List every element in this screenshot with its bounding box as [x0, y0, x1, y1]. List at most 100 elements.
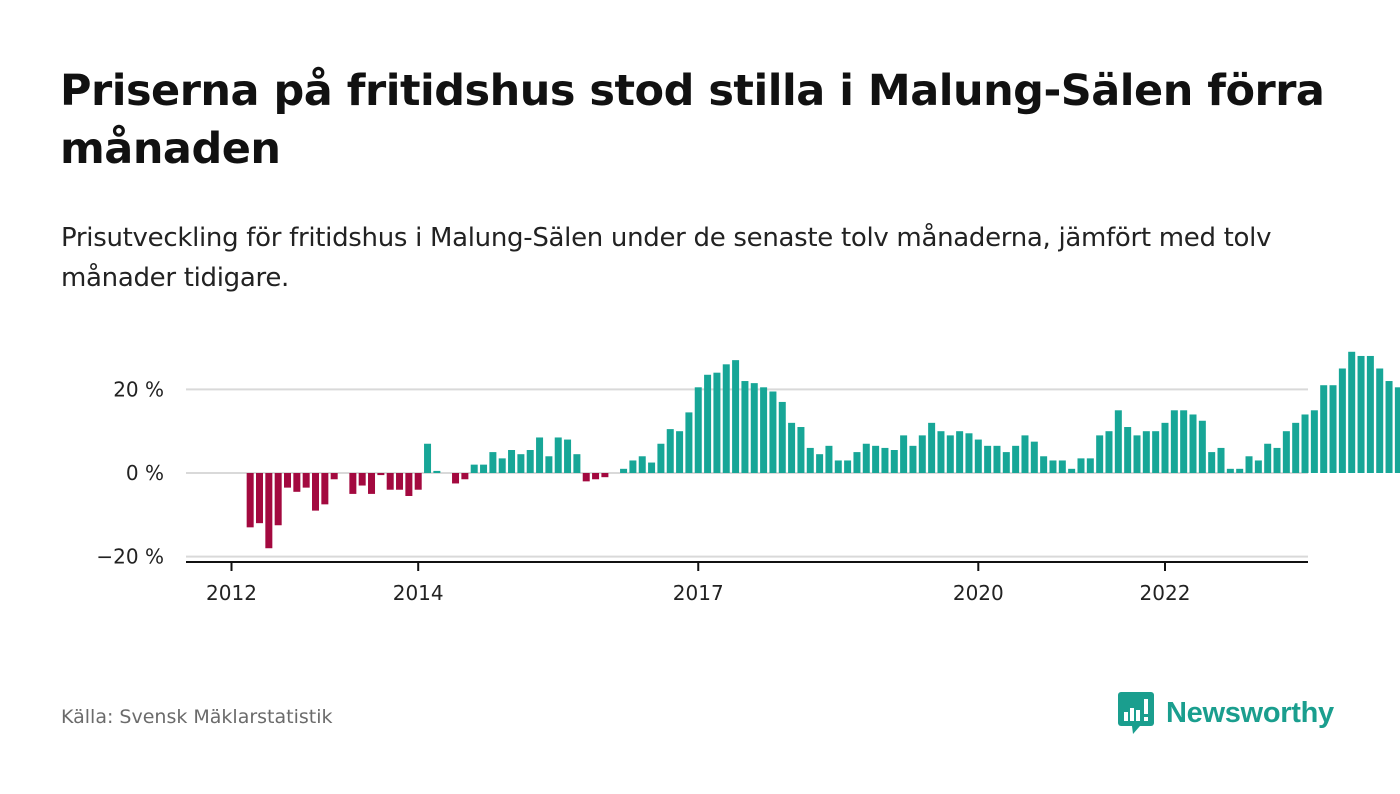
bar — [844, 460, 852, 473]
bar — [685, 412, 693, 473]
bar — [666, 429, 674, 473]
bar — [517, 454, 525, 473]
x-tick-label: 2012 — [206, 581, 257, 605]
bar — [918, 435, 926, 473]
bar — [806, 447, 814, 473]
chart-title: Priserna på fritidshus stod stilla i Mal… — [60, 66, 1325, 174]
bar — [302, 473, 310, 488]
bar — [545, 456, 553, 473]
bar — [946, 435, 954, 473]
bar — [648, 462, 656, 473]
bar — [312, 473, 320, 511]
bar — [1357, 355, 1365, 473]
bar — [405, 473, 413, 496]
bar — [377, 473, 385, 476]
bar — [246, 473, 254, 528]
bar — [993, 445, 1001, 473]
newsworthy-logo-icon — [1118, 692, 1154, 734]
bar — [1320, 385, 1328, 473]
bar — [1161, 422, 1169, 473]
bar — [825, 445, 833, 473]
axes: −20 %0 %20 %201220142017202020220 % — [96, 377, 1308, 605]
brand-name: Newsworthy — [1166, 696, 1334, 729]
bar — [732, 360, 740, 473]
bar — [1142, 431, 1150, 473]
bar — [890, 450, 898, 473]
bar — [452, 473, 460, 484]
bar — [508, 450, 516, 473]
bar — [1264, 443, 1272, 473]
bar — [788, 422, 796, 473]
bar — [1236, 468, 1244, 473]
bar — [1338, 368, 1346, 473]
bar — [676, 431, 684, 473]
bar — [1273, 447, 1281, 473]
bar — [293, 473, 301, 492]
bar — [900, 435, 908, 473]
bar — [489, 452, 497, 473]
bar — [722, 364, 730, 473]
bar — [592, 473, 600, 480]
y-tick-label: 20 % — [113, 377, 164, 401]
bar — [1180, 410, 1188, 473]
y-tick-label: −20 % — [96, 545, 164, 569]
bar — [1385, 381, 1393, 473]
bar — [1310, 410, 1318, 473]
bar — [1077, 458, 1085, 473]
bars — [246, 351, 1400, 549]
bar — [769, 391, 777, 473]
bar — [1170, 410, 1178, 473]
bar — [1086, 458, 1094, 473]
x-tick-label: 2014 — [393, 581, 444, 605]
bar — [1208, 452, 1216, 473]
bar — [741, 381, 749, 473]
bar — [704, 374, 712, 473]
bar — [424, 443, 432, 473]
bar — [965, 433, 973, 473]
bar — [778, 401, 786, 473]
bar — [386, 473, 394, 490]
bar — [872, 445, 880, 473]
bar — [750, 383, 758, 473]
bar — [984, 445, 992, 473]
bar — [881, 447, 889, 473]
bar — [1366, 355, 1374, 473]
x-tick-label: 2017 — [673, 581, 724, 605]
bar — [797, 427, 805, 473]
bar — [554, 437, 562, 473]
bar — [526, 450, 534, 473]
bar — [1152, 431, 1160, 473]
bar — [1030, 441, 1038, 473]
bar — [358, 473, 366, 486]
bar — [638, 456, 646, 473]
brand-logo[interactable]: Newsworthy — [1118, 690, 1334, 736]
bar — [564, 439, 572, 473]
bar — [862, 443, 870, 473]
bar — [265, 473, 273, 549]
bar — [713, 372, 721, 473]
bar — [974, 439, 982, 473]
bar — [1114, 410, 1122, 473]
y-tick-label: 0 % — [126, 461, 164, 485]
bar — [433, 470, 441, 473]
bar — [1002, 452, 1010, 473]
bar — [1245, 456, 1253, 473]
bar — [1133, 435, 1141, 473]
bar — [536, 437, 544, 473]
bar — [349, 473, 357, 494]
bar — [470, 464, 478, 473]
bar — [1292, 422, 1300, 473]
bar — [321, 473, 329, 505]
bar — [601, 473, 609, 478]
bar — [1301, 414, 1309, 473]
bar — [853, 452, 861, 473]
bar — [396, 473, 404, 490]
bar — [694, 387, 702, 473]
bar — [1198, 420, 1206, 473]
bar — [256, 473, 263, 524]
bar — [1058, 460, 1066, 473]
bar — [1254, 460, 1262, 473]
bar — [834, 460, 842, 473]
bar — [582, 473, 590, 482]
bar — [1282, 431, 1290, 473]
